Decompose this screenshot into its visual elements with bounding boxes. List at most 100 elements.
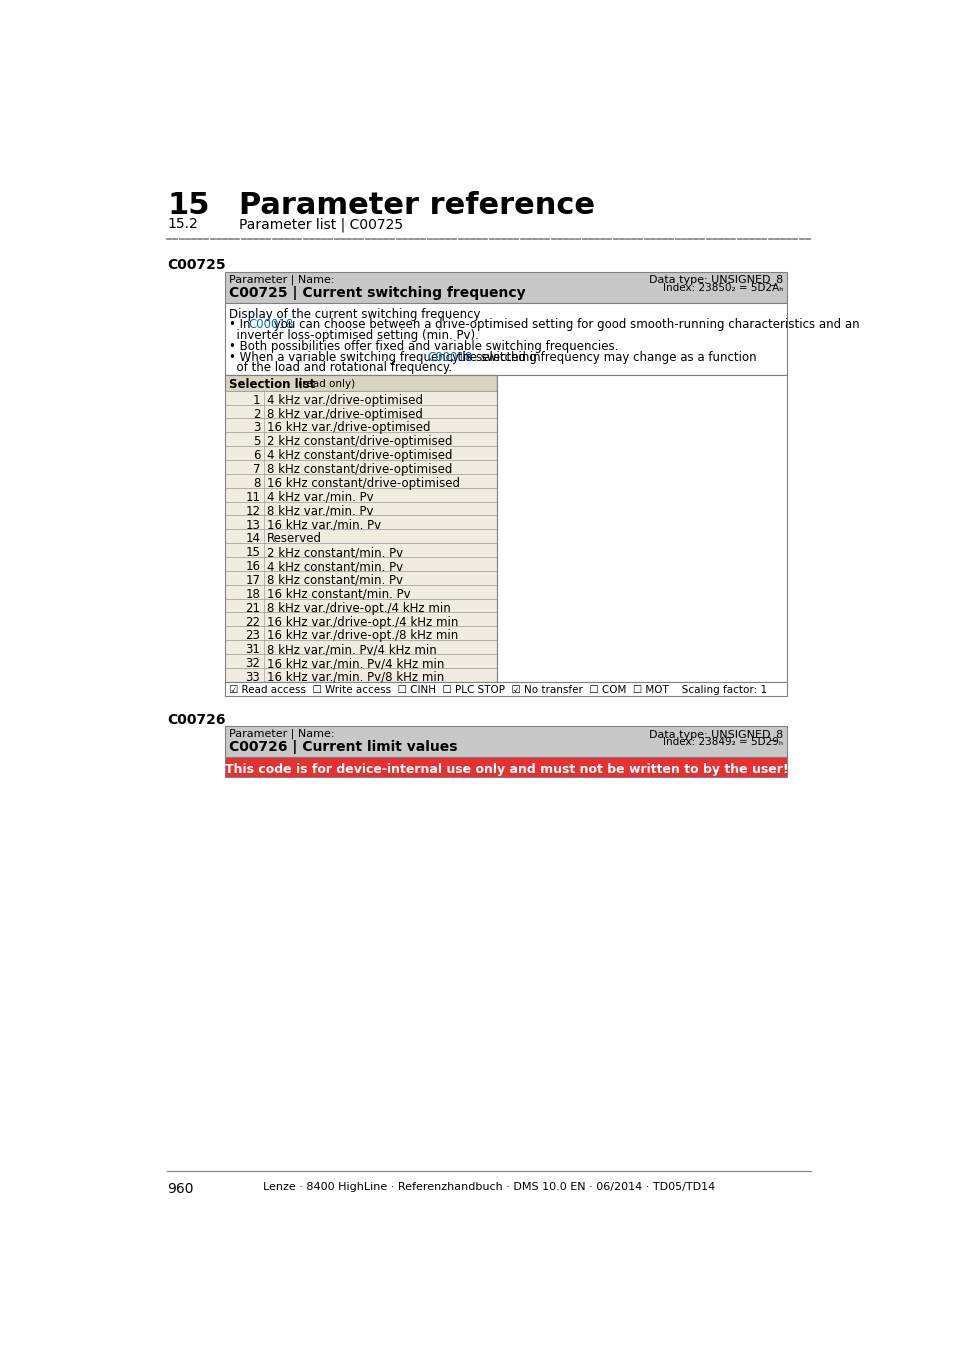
Text: • In: • In: [229, 319, 254, 331]
Text: 2: 2: [253, 408, 260, 421]
Text: 2 kHz constant/drive-optimised: 2 kHz constant/drive-optimised: [267, 435, 453, 448]
Bar: [225, 405, 497, 418]
Bar: [225, 487, 497, 502]
Text: Parameter list | C00725: Parameter list | C00725: [239, 217, 403, 232]
Bar: [225, 558, 497, 571]
Text: Parameter reference: Parameter reference: [239, 192, 595, 220]
Text: 4 kHz var./min. Pv: 4 kHz var./min. Pv: [267, 491, 374, 504]
Text: inverter loss-optimised setting (min. Pv).: inverter loss-optimised setting (min. Pv…: [229, 329, 478, 342]
Bar: [225, 613, 497, 626]
Text: 15: 15: [245, 547, 260, 559]
Text: 7: 7: [253, 463, 260, 477]
Text: 16 kHz constant/drive-optimised: 16 kHz constant/drive-optimised: [267, 477, 459, 490]
Bar: [225, 273, 786, 302]
Bar: [225, 757, 786, 778]
Bar: [497, 375, 786, 682]
Text: C00726: C00726: [167, 713, 226, 726]
Text: 6: 6: [253, 450, 260, 462]
Bar: [225, 585, 497, 598]
Text: C00726 | Current limit values: C00726 | Current limit values: [229, 740, 457, 755]
Text: 22: 22: [245, 616, 260, 629]
Text: 13: 13: [245, 518, 260, 532]
Text: 32: 32: [245, 657, 260, 670]
Text: 8 kHz var./min. Pv/4 kHz min: 8 kHz var./min. Pv/4 kHz min: [267, 643, 436, 656]
Text: • When a variable switching frequency is selected in: • When a variable switching frequency is…: [229, 351, 544, 363]
Text: 17: 17: [245, 574, 260, 587]
Text: 8 kHz constant/drive-optimised: 8 kHz constant/drive-optimised: [267, 463, 452, 477]
Bar: [225, 302, 786, 375]
Text: Index: 23849₂ = 5D29ₕ: Index: 23849₂ = 5D29ₕ: [662, 737, 782, 747]
Text: Selection list: Selection list: [229, 378, 315, 392]
Text: 31: 31: [245, 643, 260, 656]
Text: 21: 21: [245, 602, 260, 614]
Text: Index: 23850₂ = 5D2Aₕ: Index: 23850₂ = 5D2Aₕ: [662, 284, 782, 293]
Text: 16 kHz constant/min. Pv: 16 kHz constant/min. Pv: [267, 587, 411, 601]
Text: Data type: UNSIGNED_8: Data type: UNSIGNED_8: [648, 274, 782, 285]
Text: 16 kHz var./min. Pv/8 kHz min: 16 kHz var./min. Pv/8 kHz min: [267, 671, 444, 684]
Text: Parameter | Name:: Parameter | Name:: [229, 729, 335, 740]
Text: 960: 960: [167, 1183, 193, 1196]
Text: 5: 5: [253, 435, 260, 448]
Text: 3: 3: [253, 421, 260, 435]
Bar: [225, 432, 497, 446]
Text: 16 kHz var./drive-opt./8 kHz min: 16 kHz var./drive-opt./8 kHz min: [267, 629, 458, 643]
Text: 14: 14: [245, 532, 260, 545]
Bar: [225, 668, 497, 682]
Text: 8 kHz constant/min. Pv: 8 kHz constant/min. Pv: [267, 574, 403, 587]
Text: , the switching frequency may change as a function: , the switching frequency may change as …: [449, 351, 756, 363]
Text: 4 kHz constant/min. Pv: 4 kHz constant/min. Pv: [267, 560, 403, 574]
Bar: [225, 418, 497, 432]
Bar: [225, 626, 497, 640]
Text: Lenze · 8400 HighLine · Referenzhandbuch · DMS 10.0 EN · 06/2014 · TD05/TD14: Lenze · 8400 HighLine · Referenzhandbuch…: [262, 1183, 715, 1192]
Text: Reserved: Reserved: [267, 532, 322, 545]
Bar: [225, 682, 786, 695]
Text: Data type: UNSIGNED_8: Data type: UNSIGNED_8: [648, 729, 782, 740]
Bar: [225, 390, 497, 405]
Bar: [225, 529, 497, 543]
Text: C00725 | Current switching frequency: C00725 | Current switching frequency: [229, 286, 525, 300]
Text: Parameter | Name:: Parameter | Name:: [229, 274, 335, 285]
Bar: [225, 375, 497, 682]
Text: 2 kHz constant/min. Pv: 2 kHz constant/min. Pv: [267, 547, 403, 559]
Text: 16 kHz var./drive-opt./4 kHz min: 16 kHz var./drive-opt./4 kHz min: [267, 616, 458, 629]
Bar: [225, 460, 497, 474]
Text: (read only): (read only): [294, 379, 355, 389]
Text: 33: 33: [245, 671, 260, 684]
Text: 16 kHz var./drive-optimised: 16 kHz var./drive-optimised: [267, 421, 431, 435]
Bar: [225, 474, 497, 487]
Text: Display of the current switching frequency: Display of the current switching frequen…: [229, 308, 480, 320]
Bar: [225, 543, 497, 558]
Bar: [225, 640, 497, 653]
Text: 8: 8: [253, 477, 260, 490]
Text: 16 kHz var./min. Pv/4 kHz min: 16 kHz var./min. Pv/4 kHz min: [267, 657, 444, 670]
Text: 15: 15: [167, 192, 210, 220]
Text: 15.2: 15.2: [167, 217, 198, 231]
Text: 16: 16: [245, 560, 260, 574]
Text: 4 kHz var./drive-optimised: 4 kHz var./drive-optimised: [267, 394, 423, 406]
Bar: [225, 446, 497, 460]
Text: 18: 18: [245, 587, 260, 601]
Text: you can choose between a drive-optimised setting for good smooth-running charact: you can choose between a drive-optimised…: [270, 319, 859, 331]
Text: 11: 11: [245, 491, 260, 504]
Text: 1: 1: [253, 394, 260, 406]
Bar: [225, 516, 497, 529]
Text: This code is for device-internal use only and must not be written to by the user: This code is for device-internal use onl…: [224, 763, 787, 776]
Bar: [225, 571, 497, 585]
Text: of the load and rotational frequency.: of the load and rotational frequency.: [229, 362, 452, 374]
Text: C00725: C00725: [167, 258, 226, 273]
Bar: [225, 375, 497, 390]
Bar: [225, 502, 497, 516]
Text: • Both possibilities offer fixed and variable switching frequencies.: • Both possibilities offer fixed and var…: [229, 340, 618, 352]
Bar: [225, 653, 497, 668]
Bar: [225, 726, 786, 757]
Text: 12: 12: [245, 505, 260, 517]
Text: 16 kHz var./min. Pv: 16 kHz var./min. Pv: [267, 518, 381, 532]
Bar: [225, 598, 497, 613]
Text: 23: 23: [245, 629, 260, 643]
Text: C00018: C00018: [427, 351, 472, 363]
Text: 8 kHz var./min. Pv: 8 kHz var./min. Pv: [267, 505, 374, 517]
Text: ☑ Read access  ☐ Write access  ☐ CINH  ☐ PLC STOP  ☑ No transfer  ☐ COM  ☐ MOT  : ☑ Read access ☐ Write access ☐ CINH ☐ PL…: [229, 684, 766, 695]
Text: 8 kHz var./drive-optimised: 8 kHz var./drive-optimised: [267, 408, 423, 421]
Text: 8 kHz var./drive-opt./4 kHz min: 8 kHz var./drive-opt./4 kHz min: [267, 602, 451, 614]
Text: 4 kHz constant/drive-optimised: 4 kHz constant/drive-optimised: [267, 450, 453, 462]
